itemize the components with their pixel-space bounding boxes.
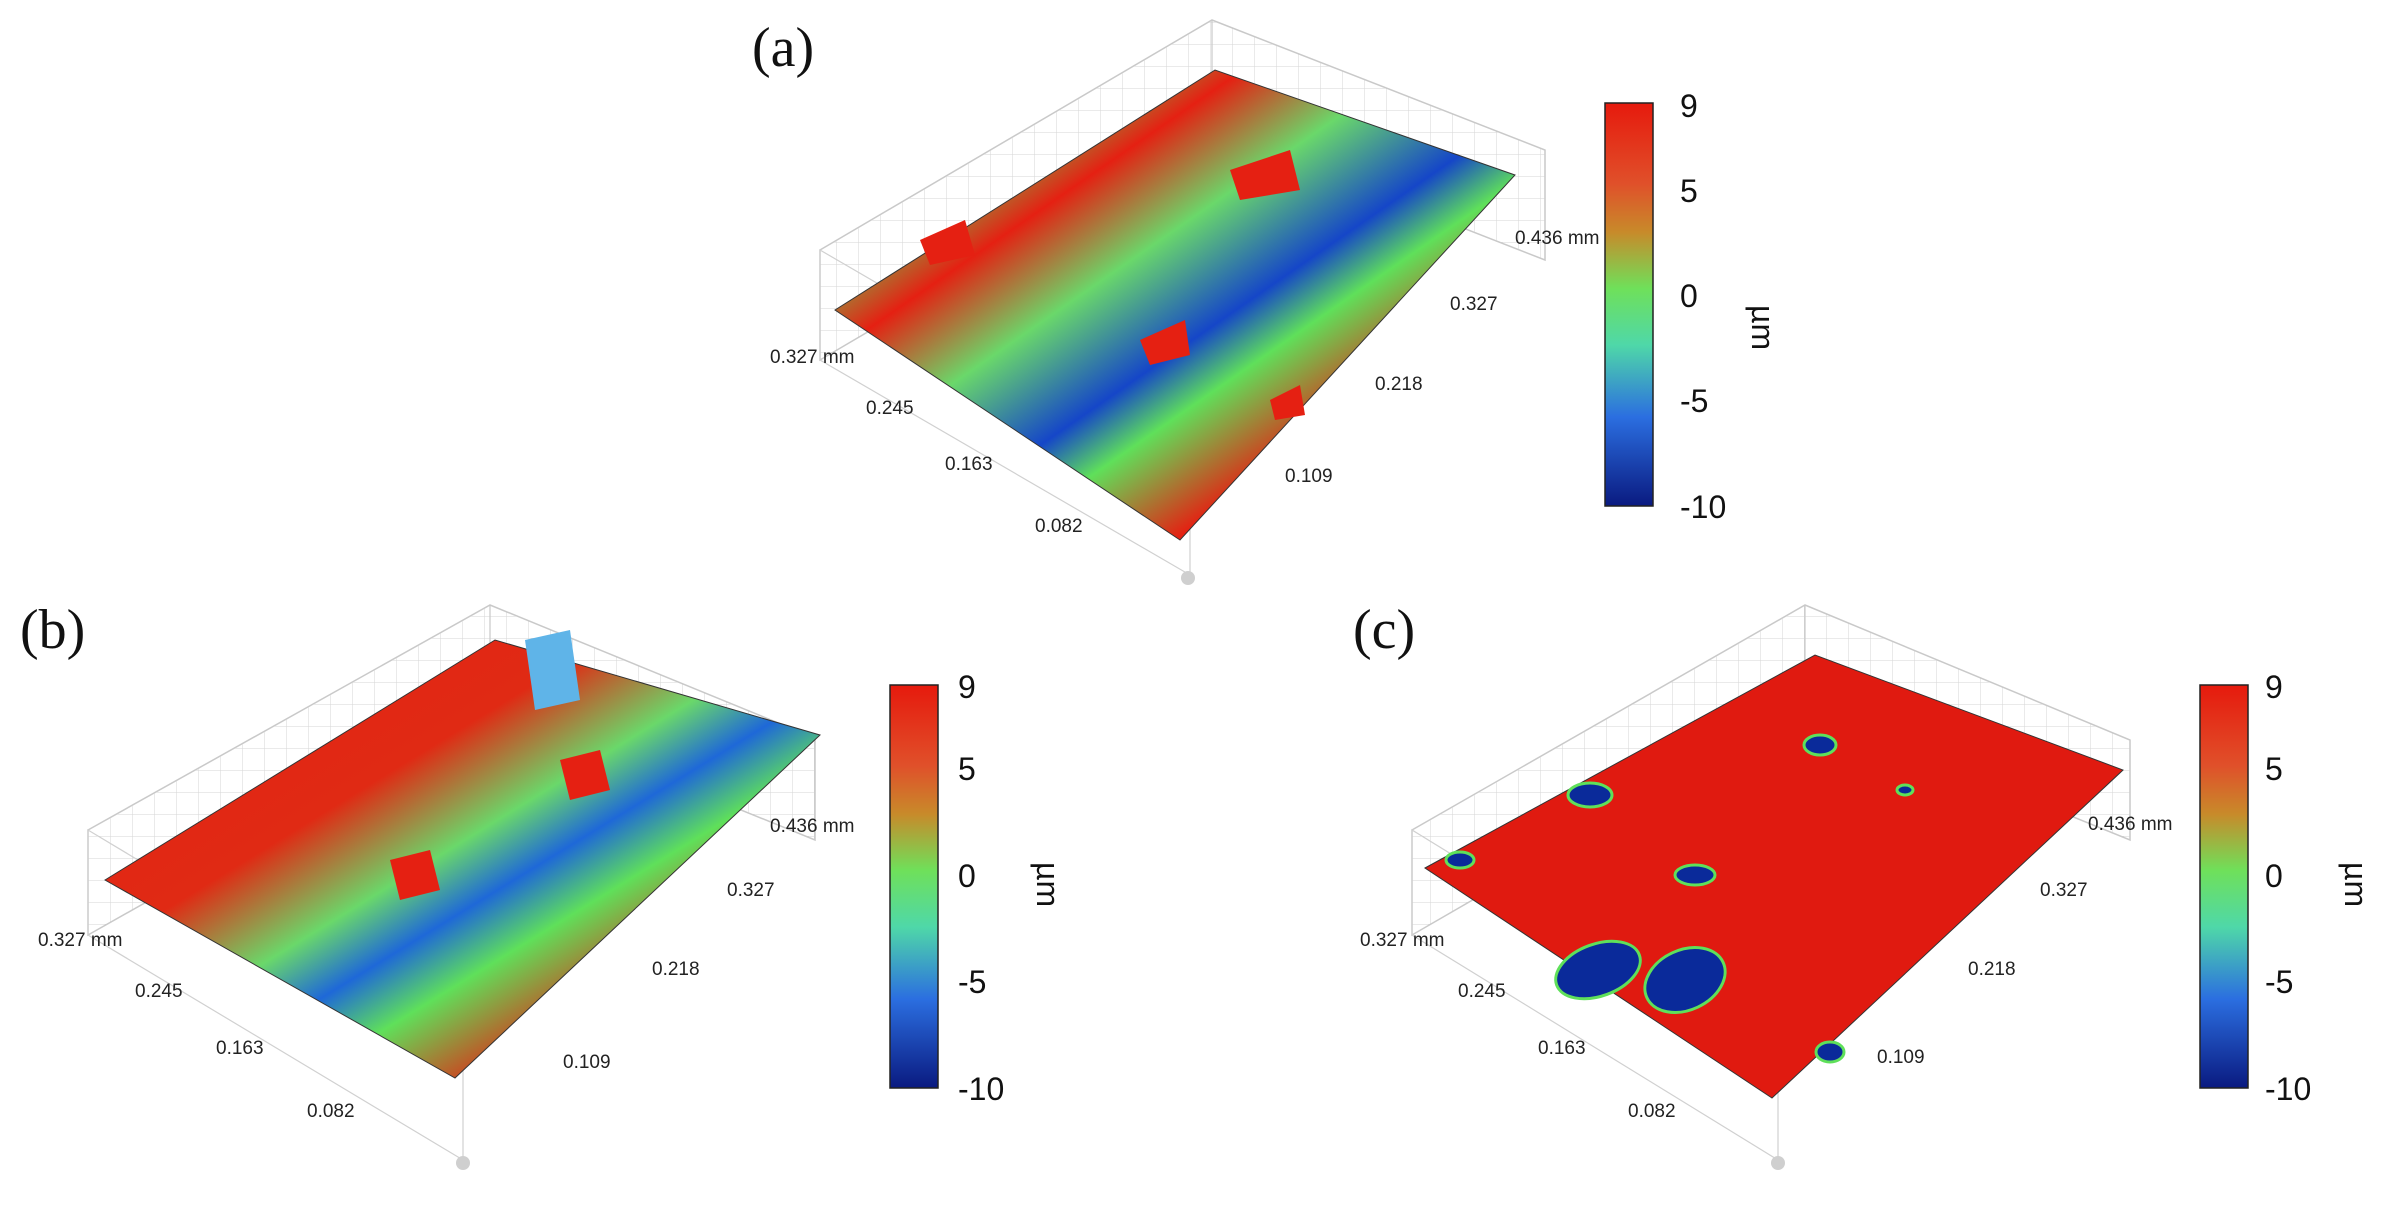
colorbar-tick: -10 — [2265, 1071, 2311, 1107]
panel-c-y-axis: 0.327 mm 0.245 0.163 0.082 — [1360, 930, 1676, 1122]
panel-a-x-tick: 0.436 mm — [1515, 228, 1599, 249]
panel-c-origin-marker — [1771, 1156, 1785, 1170]
panel-b-x-tick: 0.218 — [652, 959, 700, 980]
panel-a-y-tick: 0.082 — [1035, 516, 1083, 537]
panel-c-x-tick: 0.109 — [1877, 1047, 1925, 1068]
colorbar-tick: 5 — [2265, 751, 2283, 787]
panel-c-y-tick: 0.082 — [1628, 1101, 1676, 1122]
colorbar-tick: -5 — [2265, 964, 2293, 1000]
panel-b-label: (b) — [20, 599, 85, 661]
panel-b-x-tick: 0.109 — [563, 1052, 611, 1073]
panel-b-x-tick: 0.327 — [727, 880, 775, 901]
colorbar-tick: 9 — [2265, 669, 2283, 705]
panel-b-x-tick: 0.436 mm — [770, 816, 854, 837]
colorbar-tick: 0 — [1680, 278, 1698, 314]
panel-b-origin-marker — [456, 1156, 470, 1170]
panel-a-surface — [834, 69, 1516, 541]
panel-b-y-axis: 0.327 mm 0.245 0.163 0.082 — [38, 930, 355, 1122]
colorbar-tick: 5 — [1680, 173, 1698, 209]
panel-b: (b) 0.327 mm 0.245 0.163 0.082 0.109 0.2… — [20, 599, 1066, 1170]
panel-b-x-axis: 0.109 0.218 0.327 0.436 mm — [563, 816, 854, 1073]
panel-a-y-axis: 0.327 mm 0.245 0.163 0.082 — [770, 347, 1083, 537]
colorbar-unit: µm — [1030, 862, 1066, 907]
colorbar-tick: -5 — [1680, 383, 1708, 419]
panel-c-x-tick: 0.218 — [1968, 959, 2016, 980]
colorbar-tick: 0 — [958, 858, 976, 894]
colorbar-tick: -5 — [958, 964, 986, 1000]
panel-a-y-tick: 0.327 mm — [770, 347, 854, 368]
colorbar-tick: 0 — [2265, 858, 2283, 894]
panel-c-x-tick: 0.327 — [2040, 880, 2088, 901]
panel-a-x-tick: 0.327 — [1450, 294, 1498, 315]
colorbar-tick: 9 — [958, 669, 976, 705]
panel-c-y-tick: 0.245 — [1458, 981, 1506, 1002]
panel-c-x-axis: 0.109 0.218 0.327 0.436 mm — [1877, 814, 2172, 1068]
colorbar-tick: -10 — [1680, 489, 1726, 525]
panel-a-x-tick: 0.109 — [1285, 466, 1333, 487]
colorbar-tick: 9 — [1680, 88, 1698, 124]
colorbar-unit: µm — [2338, 862, 2374, 907]
panel-a-y-tick: 0.163 — [945, 454, 993, 475]
colorbar-tick: -10 — [958, 1071, 1004, 1107]
panel-a-colorbar: 9 5 0 -5 -10 µm — [1604, 88, 1781, 525]
panel-a-x-tick: 0.218 — [1375, 374, 1423, 395]
panel-c: (c) 0.327 mm 0.245 0.163 0.082 0.109 0.2… — [1353, 599, 2374, 1170]
panel-a-label: (a) — [752, 17, 814, 79]
panel-b-colorbar: 9 5 0 -5 -10 µm — [889, 669, 1066, 1107]
panel-b-y-tick: 0.163 — [216, 1038, 264, 1059]
panel-c-y-tick: 0.327 mm — [1360, 930, 1444, 951]
colorbar-tick: 5 — [958, 751, 976, 787]
panel-c-x-tick: 0.436 mm — [2088, 814, 2172, 835]
panel-b-y-tick: 0.327 mm — [38, 930, 122, 951]
panel-a-x-axis: 0.109 0.218 0.327 0.436 mm — [1285, 228, 1599, 487]
panel-c-label: (c) — [1353, 599, 1415, 661]
panel-b-y-tick: 0.082 — [307, 1101, 355, 1122]
panel-b-y-tick: 0.245 — [135, 981, 183, 1002]
panel-a-y-tick: 0.245 — [866, 398, 914, 419]
panel-c-colorbar: 9 5 0 -5 -10 µm — [2199, 669, 2374, 1107]
panel-c-y-tick: 0.163 — [1538, 1038, 1586, 1059]
panel-a-origin-marker — [1181, 571, 1195, 585]
panel-b-surface — [104, 630, 821, 1079]
panel-a: (a) 0.327 mm 0.245 0.163 0.082 0.109 0.2… — [752, 17, 1781, 585]
panel-c-surface — [1424, 654, 2124, 1099]
colorbar-unit: µm — [1745, 305, 1781, 350]
